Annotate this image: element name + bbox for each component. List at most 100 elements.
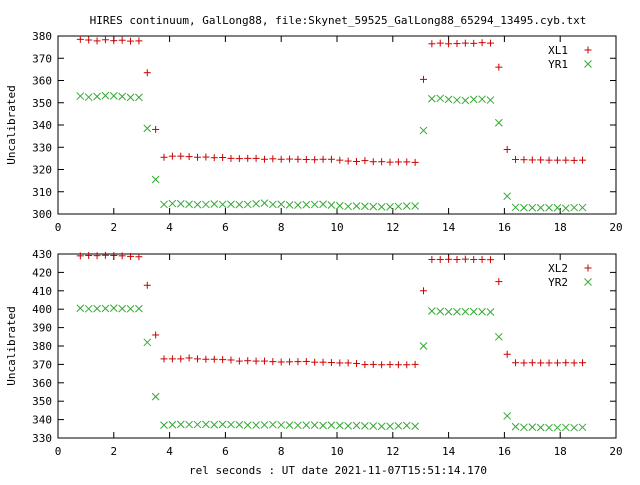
y-tick-label: 340 [32, 119, 52, 132]
data-point-d2 [570, 423, 579, 432]
data-point [353, 157, 361, 165]
data-point [294, 358, 302, 366]
x-tick-label: 6 [222, 221, 229, 234]
data-point-d2 [243, 421, 252, 429]
data-point [578, 203, 587, 212]
data-point-d2 [327, 201, 336, 209]
data-point [227, 154, 235, 162]
data-point-d2 [536, 203, 545, 212]
data-point [185, 354, 193, 362]
data-point [436, 307, 445, 316]
data-point [269, 155, 277, 163]
data-point-d2 [386, 422, 394, 431]
data-point [570, 423, 579, 432]
data-point [444, 307, 453, 316]
data-point [118, 36, 126, 44]
data-point [461, 307, 470, 316]
y-tick-label: 430 [32, 248, 52, 261]
data-point [93, 304, 101, 313]
data-point [545, 203, 553, 212]
data-point [369, 158, 377, 166]
x-tick-label: 8 [278, 445, 285, 458]
data-point [160, 355, 168, 363]
data-point [561, 204, 570, 213]
data-point-d2 [93, 92, 101, 101]
data-point-d2 [570, 203, 579, 212]
data-point-d2 [310, 421, 319, 429]
data-point [143, 338, 152, 347]
y-tick-label: 310 [32, 186, 52, 199]
data-point-d2 [520, 423, 528, 432]
x-tick-label: 8 [278, 221, 285, 234]
data-point [520, 156, 528, 164]
data-point [177, 355, 185, 363]
data-point [168, 199, 177, 208]
y-tick-label: 370 [32, 358, 52, 371]
data-point [127, 37, 135, 45]
data-point [394, 361, 402, 369]
data-point [562, 156, 570, 164]
data-point-d2 [118, 304, 127, 313]
plot-frame [57, 253, 617, 439]
x-tick-label: 16 [498, 221, 511, 234]
data-point [402, 421, 411, 430]
data-point [319, 421, 327, 430]
data-point-d2 [511, 422, 520, 431]
data-point [361, 422, 369, 430]
data-point-d2 [494, 332, 503, 341]
data-point [436, 256, 444, 264]
x-axis-label: rel seconds : UT date 2021-11-07T15:51:1… [189, 464, 487, 477]
data-point [494, 118, 503, 127]
legend-label: XL1 [548, 44, 568, 57]
y-tick-label: 420 [32, 266, 52, 279]
data-point [210, 420, 219, 429]
data-point [386, 422, 394, 431]
data-point-d2 [168, 199, 177, 208]
data-point-d2 [202, 420, 210, 429]
data-point [260, 357, 268, 365]
data-point-d2 [478, 95, 486, 104]
data-point [311, 358, 319, 366]
data-point-d2 [453, 307, 461, 316]
data-point-d2 [436, 94, 445, 103]
data-point [126, 304, 135, 313]
data-point [361, 157, 369, 165]
y-axis-label: Uncalibrated [5, 306, 18, 385]
data-point [160, 200, 168, 209]
y-tick-label: 370 [32, 52, 52, 65]
data-point [403, 158, 411, 166]
x-tick-label: 2 [110, 221, 117, 234]
data-point [579, 359, 587, 367]
data-point-d2 [335, 201, 344, 210]
x-tick-label: 4 [166, 445, 173, 458]
data-point-d2 [419, 342, 428, 350]
data-point-d2 [553, 423, 562, 432]
data-point [378, 158, 386, 166]
data-point [579, 156, 587, 164]
data-point [470, 39, 478, 47]
y-tick-label: 380 [32, 340, 52, 353]
data-point [377, 422, 386, 431]
data-point [93, 252, 101, 260]
data-point-d2 [252, 199, 260, 208]
data-point [93, 37, 101, 45]
data-point [118, 252, 126, 260]
x-tick-label: 4 [166, 221, 173, 234]
data-point [453, 96, 461, 104]
data-point-d2 [352, 421, 361, 430]
data-point [570, 156, 578, 164]
data-point [336, 359, 344, 367]
data-point [93, 92, 101, 101]
data-point [85, 251, 93, 259]
data-point [511, 422, 520, 431]
data-point-d2 [444, 307, 453, 316]
data-point [428, 94, 436, 103]
data-point [235, 420, 244, 429]
data-point-d2 [218, 420, 227, 429]
data-point [352, 202, 361, 210]
data-point-d2 [227, 200, 235, 209]
data-point-d2 [553, 203, 562, 212]
y-tick-label: 330 [32, 141, 52, 154]
data-point [511, 203, 520, 212]
